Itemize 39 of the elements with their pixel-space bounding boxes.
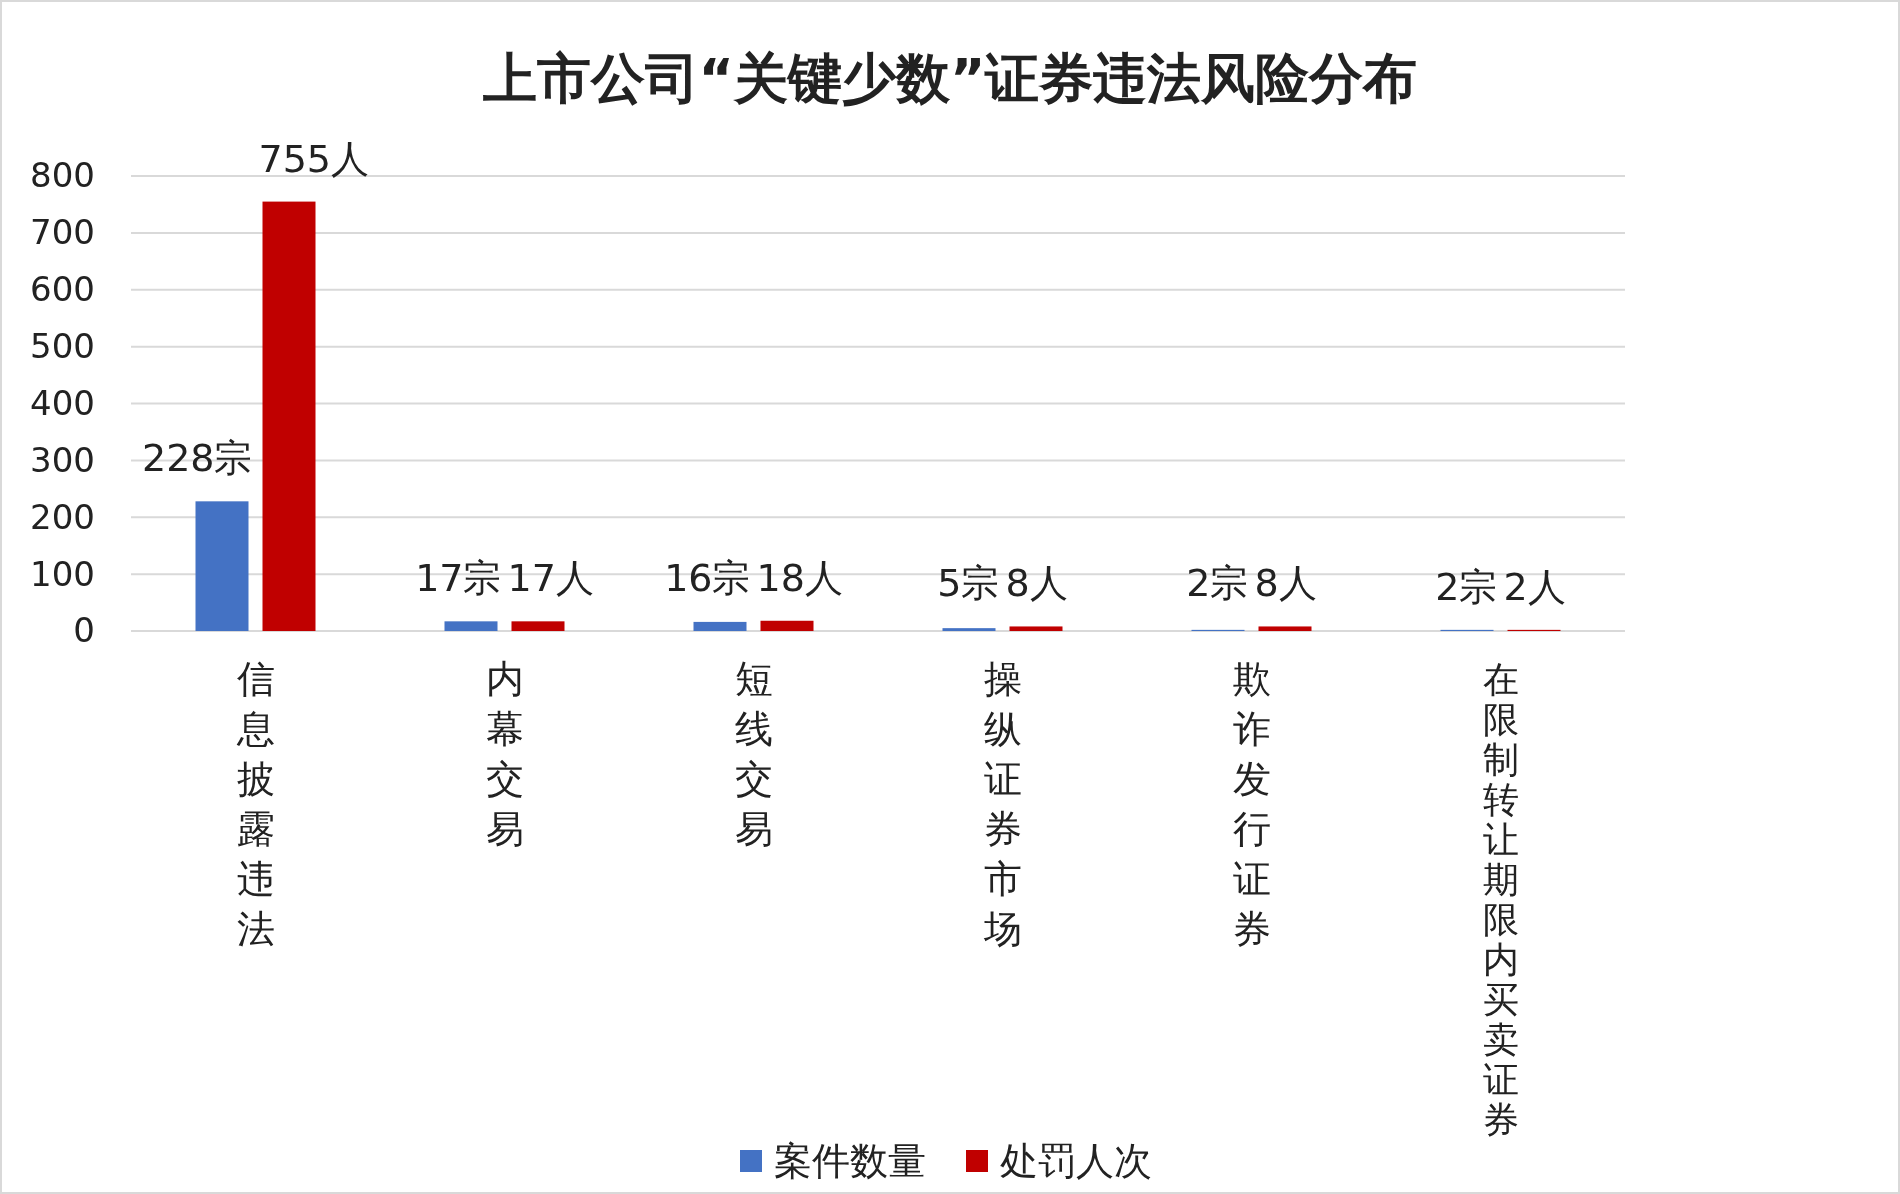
x-tick-label: 短线交易 [734,657,773,851]
bar [1258,626,1312,631]
data-label: 755人 [258,136,370,181]
chart-title: 上市公司“关键少数”证券违法风险分布 [482,47,1418,110]
data-label: 8人 [1005,561,1068,606]
y-tick-label: 800 [30,155,95,196]
bar [444,621,498,631]
bar [942,628,996,631]
y-tick-label: 700 [30,212,95,253]
legend-label: 处罚人次 [1000,1139,1152,1183]
data-label: 16宗 [664,555,751,600]
legend-label: 案件数量 [774,1139,926,1183]
y-tick-label: 0 [73,610,95,651]
data-label: 17宗 [415,556,502,601]
x-tick-label: 信息披露违法 [235,657,275,951]
data-label: 2宗 [1435,564,1498,609]
bar [195,501,249,631]
bar [262,201,316,631]
y-tick-label: 600 [30,269,95,310]
data-label: 8人 [1254,561,1317,606]
x-tick-label: 操纵证券市场 [982,657,1022,951]
x-tick-label: 内幕交易 [485,657,524,851]
data-label: 2人 [1503,564,1566,609]
bar [760,620,814,631]
bar [1009,626,1063,631]
category-label: 在限制转让期限内买卖证券 [1482,659,1519,1140]
x-tick-label: 欺诈发行证券 [1232,657,1271,951]
data-label: 18人 [756,555,843,600]
y-tick-label: 100 [30,553,95,594]
y-tick-label: 300 [30,439,95,480]
data-label: 2宗 [1186,561,1249,606]
data-label: 17人 [507,556,594,601]
bar [511,621,565,631]
y-tick-label: 500 [30,326,95,367]
y-tick-label: 200 [30,496,95,537]
data-label: 5宗 [937,561,1000,606]
y-tick-label: 400 [30,382,95,423]
bar [693,621,747,631]
data-label: 228宗 [141,436,253,481]
